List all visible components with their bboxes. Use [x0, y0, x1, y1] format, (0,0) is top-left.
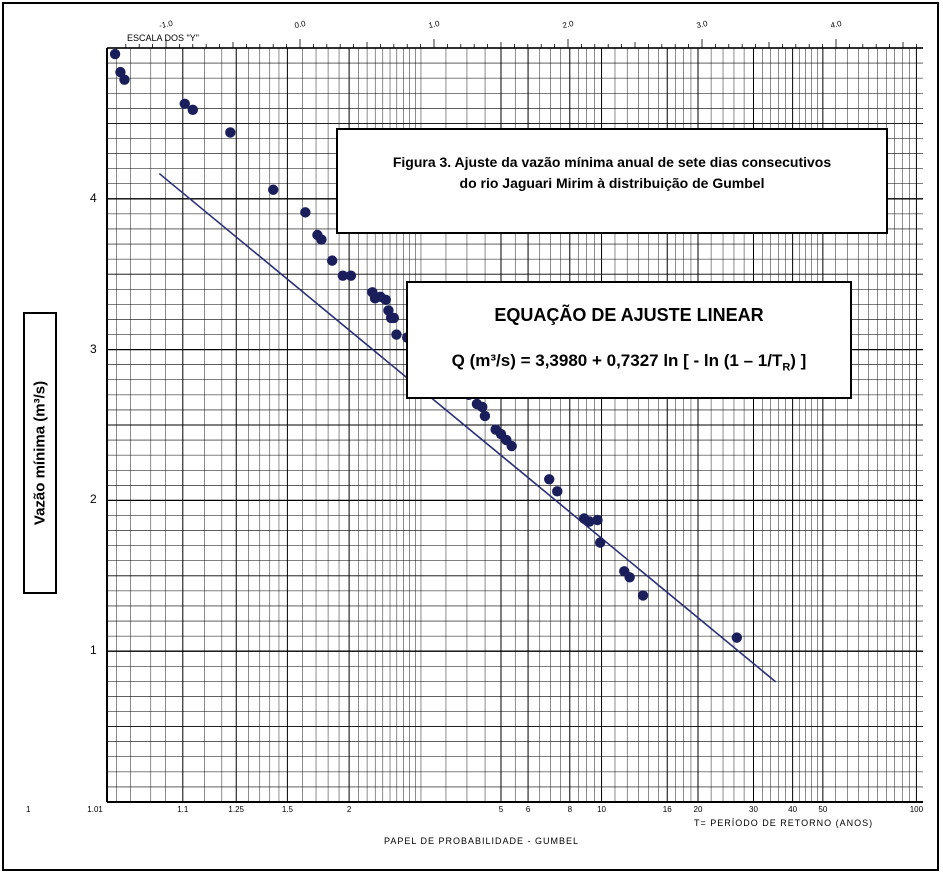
data-point	[391, 329, 402, 340]
data-point	[326, 255, 338, 266]
return-period-tick-label: 6	[525, 805, 531, 814]
return-period-tick-label: 2	[346, 805, 352, 814]
return-period-tick-label: 50	[818, 805, 828, 814]
x-axis-label-return-period: T= PERÍODO DE RETORNO (ANOS)	[694, 818, 874, 828]
y-tick-label: 4	[90, 190, 97, 205]
equation-end: ) ]	[790, 351, 807, 370]
data-point	[316, 234, 327, 245]
data-point	[594, 537, 606, 548]
equation-text: Q (m³/s) = 3,3980 + 0,7327 ln [ - ln (1 …	[408, 351, 850, 373]
return-period-tick-label: 100	[909, 805, 924, 814]
equation-main: Q (m³/s) = 3,3980 + 0,7327 ln [ - ln (1 …	[451, 351, 783, 370]
return-period-tick-label: 1.01	[87, 805, 103, 814]
data-point	[225, 127, 236, 138]
data-point	[380, 294, 391, 306]
data-point	[731, 632, 743, 643]
return-period-tick-label: 30	[749, 805, 758, 814]
data-point	[506, 440, 517, 452]
data-point	[337, 270, 349, 281]
data-point	[187, 104, 198, 116]
figure-title-line1: Figura 3. Ajuste da vazão mínima anual d…	[392, 154, 832, 170]
return-period-tick-label: 16	[662, 805, 672, 814]
y-axis-label: Vazão mínima (m³/s)	[31, 380, 49, 526]
equation-title: EQUAÇÃO DE AJUSTE LINEAR	[494, 305, 764, 325]
return-period-tick-label: 1.1	[177, 805, 189, 814]
data-point	[479, 410, 491, 422]
return-period-tick-label: 20	[693, 805, 703, 814]
data-point	[624, 572, 635, 583]
y-tick-label: 1	[90, 643, 97, 658]
figure-title-box: Figura 3. Ajuste da vazão mínima anual d…	[336, 128, 888, 234]
data-point	[477, 401, 488, 413]
return-period-tick-label: 40	[788, 805, 798, 814]
return-period-tick-label: 5	[498, 805, 504, 814]
data-point	[592, 514, 603, 526]
return-period-tick-label: 1.5	[281, 805, 293, 814]
data-points	[109, 48, 743, 643]
data-point	[119, 74, 130, 85]
return-period-tick-label: 8	[567, 805, 573, 814]
data-point	[552, 486, 563, 497]
data-point	[109, 48, 121, 60]
data-point	[345, 270, 357, 281]
fit-line	[158, 172, 777, 683]
data-point	[584, 516, 595, 527]
data-point	[300, 207, 311, 218]
y-axis-label-box	[23, 312, 57, 594]
x-axis-label-bottom: PAPEL DE PROBABILIDADE - GUMBEL	[384, 836, 580, 846]
equation-box: EQUAÇÃO DE AJUSTE LINEAR Q (m³/s) = 3,39…	[406, 281, 852, 399]
data-point	[268, 184, 279, 195]
fit-line-group	[158, 172, 777, 683]
figure-title-line2: do rio Jaguari Mirim à distribuição de G…	[459, 175, 765, 191]
data-point	[179, 98, 190, 109]
return-period-tick-label: 1.25	[228, 805, 245, 814]
return-period-tick-label: 1	[25, 805, 31, 814]
y-tick-label: 3	[90, 341, 97, 356]
equation-subscript: R	[782, 361, 791, 374]
top-scale-label: ESCALA DOS "Y"	[127, 33, 199, 43]
y-tick-label: 2	[90, 492, 97, 507]
axes-frame	[106, 39, 923, 803]
data-point	[544, 474, 555, 485]
data-point	[388, 312, 399, 324]
data-point	[637, 590, 649, 601]
return-period-tick-label: 10	[597, 805, 606, 814]
